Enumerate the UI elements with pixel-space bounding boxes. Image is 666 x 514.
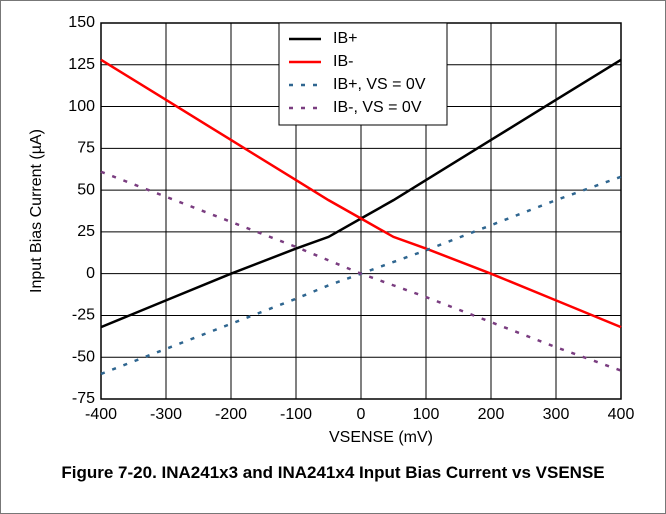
x-tick-label: -400 [85, 406, 117, 423]
series-line [100, 58, 622, 329]
legend-label: IB+, VS = 0V [333, 76, 426, 93]
y-axis-label: Input Bias Current (µA) [28, 129, 45, 293]
x-tick-label: 100 [413, 406, 440, 423]
x-tick-label: 300 [543, 406, 570, 423]
legend-label: IB- [333, 53, 353, 70]
x-axis-label: VSENSE (mV) [329, 429, 433, 446]
x-tick-label: 0 [357, 406, 366, 423]
series-line [100, 170, 622, 372]
y-tick-label: -75 [72, 390, 95, 407]
x-tick-label: -200 [215, 406, 247, 423]
x-tick-label: -300 [150, 406, 182, 423]
y-tick-label: 75 [77, 140, 95, 157]
y-tick-label: 125 [68, 56, 95, 73]
x-tick-label: 400 [608, 406, 635, 423]
y-tick-label: -50 [72, 348, 95, 365]
legend-label: IB+ [333, 30, 357, 47]
legend-label: IB-, VS = 0V [333, 99, 422, 116]
y-tick-label: 100 [68, 98, 95, 115]
y-tick-label: 150 [68, 14, 95, 31]
x-tick-label: -100 [280, 406, 312, 423]
y-tick-label: 50 [77, 181, 95, 198]
y-tick-label: 0 [86, 265, 95, 282]
y-tick-label: -25 [72, 307, 95, 324]
caption: Figure 7-20. INA241x3 and INA241x4 Input… [61, 463, 605, 482]
y-tick-label: 25 [77, 223, 95, 240]
x-tick-label: 200 [478, 406, 505, 423]
